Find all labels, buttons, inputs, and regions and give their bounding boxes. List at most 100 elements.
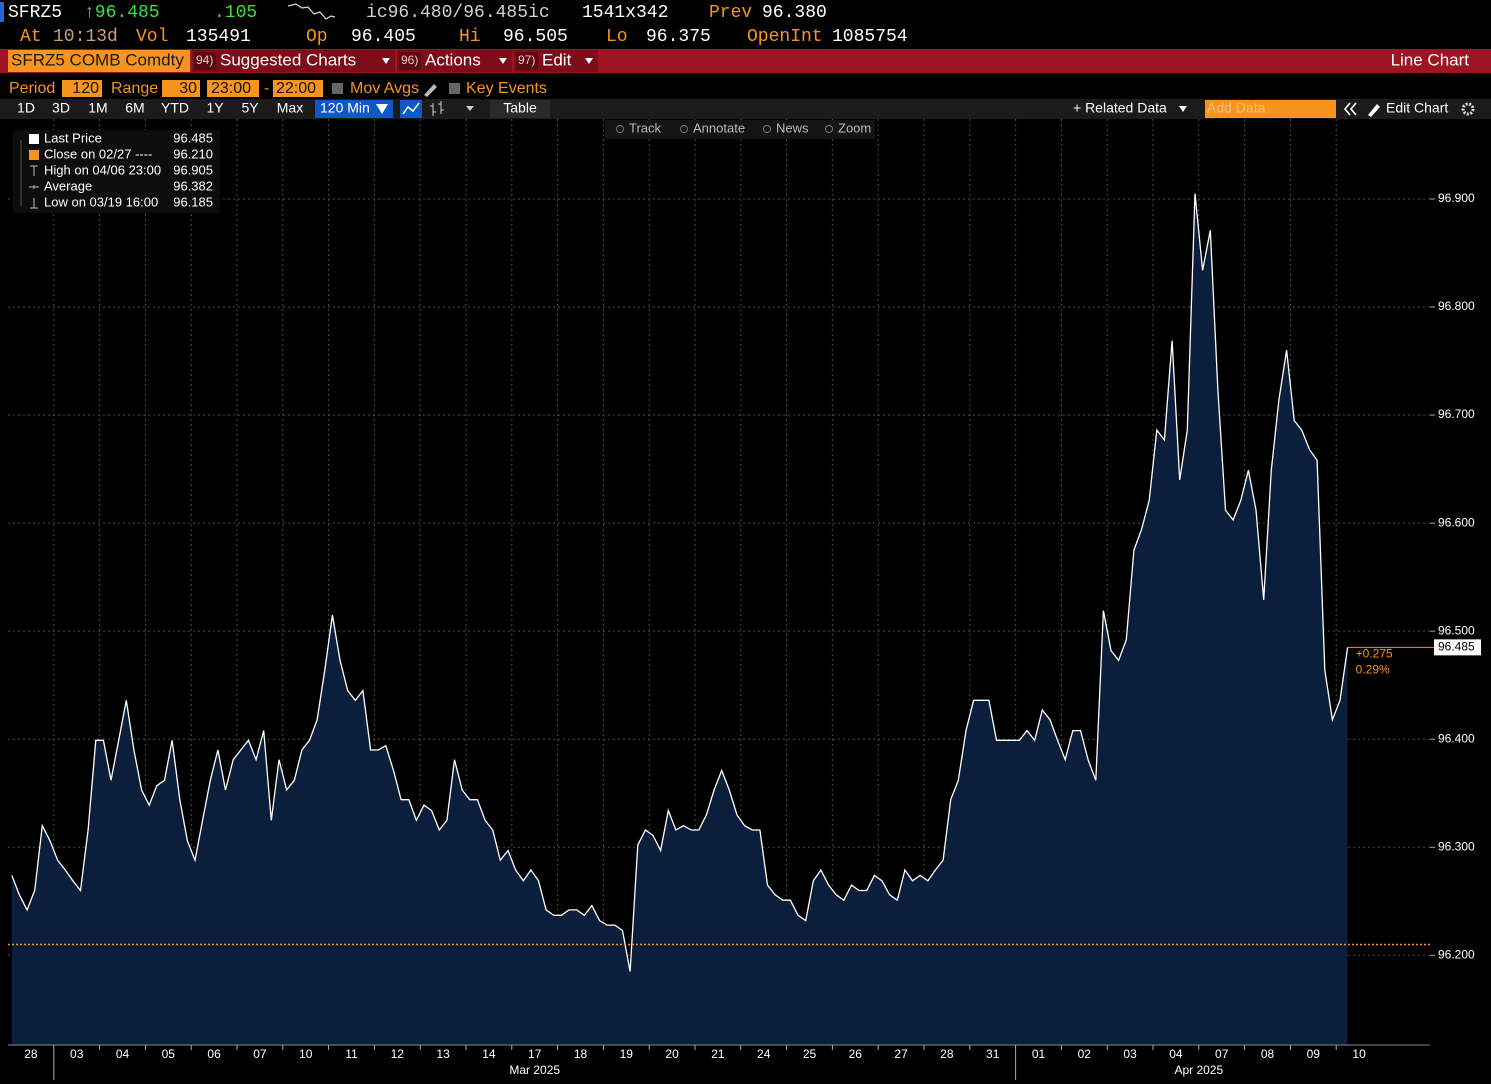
input-box[interactable]	[207, 80, 259, 97]
menu-item-bg[interactable]	[192, 50, 395, 72]
menu-num: 94)	[196, 53, 213, 67]
collapse-icon[interactable]	[1343, 102, 1357, 116]
x-tick-label: 02	[1078, 1047, 1092, 1061]
input-value[interactable]: 30	[179, 80, 197, 97]
x-tick-label: 28	[24, 1047, 38, 1061]
quote-field: 96.380	[762, 3, 827, 23]
add-data-box[interactable]	[1205, 100, 1336, 118]
table-button[interactable]	[490, 100, 550, 118]
range-button[interactable]: 1M	[88, 100, 107, 116]
x-tick-label: 06	[207, 1047, 221, 1061]
range-button[interactable]: 1Y	[206, 100, 224, 116]
legend-label: Close on 02/27 ----	[44, 146, 152, 161]
legend-value: 96.210	[173, 146, 213, 161]
range-button[interactable]: Max	[277, 100, 303, 116]
tool-icon	[680, 125, 688, 133]
edit-chart[interactable]: Edit Chart	[1386, 100, 1448, 116]
dropdown-arrow	[382, 58, 390, 64]
interval-box[interactable]	[315, 100, 393, 118]
dropdown-arrow	[376, 104, 388, 114]
quote-field: OpenInt	[747, 27, 823, 47]
chart-tool[interactable]: News	[776, 120, 809, 135]
quote-field: 1085754	[832, 27, 908, 47]
quote-field: 10:13d	[53, 27, 118, 47]
line-icon	[402, 102, 420, 115]
menu-item-bg[interactable]	[397, 50, 512, 72]
quote-field: 1541x342	[582, 3, 668, 23]
range-button[interactable]: YTD	[161, 100, 189, 116]
x-tick-label: 27	[894, 1047, 908, 1061]
x-tick-label: 04	[1169, 1047, 1183, 1061]
legend-value: 96.905	[173, 162, 213, 177]
quote-field: .105	[214, 3, 257, 23]
x-tick-label: 05	[162, 1047, 176, 1061]
menu-item[interactable]: Suggested Charts	[220, 50, 356, 69]
input-box[interactable]	[62, 80, 102, 97]
checkbox-label[interactable]: Mov Avgs	[350, 80, 419, 97]
y-tick-label: 96.300	[1438, 839, 1475, 853]
x-tick-label: 20	[665, 1047, 679, 1061]
x-tick-label: 03	[70, 1047, 84, 1061]
input-value[interactable]: 22:00	[276, 80, 316, 97]
chart-tool[interactable]: Track	[629, 120, 662, 135]
pencil-icon	[1368, 104, 1380, 117]
input-value[interactable]: 23:00	[211, 80, 251, 97]
x-tick-label: 26	[849, 1047, 863, 1061]
input-value[interactable]: 120	[72, 80, 99, 97]
separator: -	[264, 80, 269, 97]
month-label: Apr 2025	[1174, 1063, 1223, 1077]
checkbox[interactable]	[332, 83, 343, 94]
y-tick-label: 96.400	[1438, 731, 1475, 745]
add-data-input[interactable]: Add Data	[1207, 100, 1266, 116]
interval-select[interactable]: 120 Min	[320, 100, 370, 116]
related-data[interactable]: + Related Data	[1073, 100, 1167, 116]
range-button[interactable]: 5Y	[241, 100, 259, 116]
quote-field: Op	[306, 27, 328, 47]
chart-tool[interactable]: Zoom	[838, 120, 871, 135]
tool-icon	[616, 125, 624, 133]
security-field[interactable]: SFRZ5 COMB Comdty	[11, 50, 184, 69]
quote-field: At	[20, 27, 42, 47]
menu-item[interactable]: Actions	[425, 50, 481, 69]
range-button[interactable]: 6M	[125, 100, 144, 116]
month-label: Mar 2025	[509, 1063, 560, 1077]
dropdown-arrow	[1179, 106, 1187, 112]
range-button[interactable]: 1D	[17, 100, 35, 116]
x-tick-label: 04	[116, 1047, 130, 1061]
range-button[interactable]: 3D	[52, 100, 70, 116]
ticker-marker	[0, 2, 4, 22]
quote-field: 96.505	[503, 27, 568, 47]
last-price-tag	[1434, 639, 1481, 656]
x-tick-label: 17	[528, 1047, 542, 1061]
gear-icon[interactable]	[1461, 102, 1475, 116]
quote-field: 96.375	[646, 27, 711, 47]
tool-icon	[763, 125, 771, 133]
sparkline	[287, 3, 336, 20]
menu-num: 96)	[401, 53, 418, 67]
pencil-icon	[424, 84, 437, 97]
x-tick-label: 10	[1352, 1047, 1366, 1061]
change-label: +0.275	[1356, 647, 1393, 661]
quote-field: ↑96.485	[84, 3, 160, 23]
x-tick-label: 10	[299, 1047, 313, 1061]
legend-swatch	[29, 134, 39, 144]
x-tick-label: 12	[391, 1047, 405, 1061]
y-tick-label: 96.500	[1438, 623, 1475, 637]
checkbox-label[interactable]: Key Events	[466, 80, 547, 97]
x-tick-label: 31	[986, 1047, 1000, 1061]
chart-tool[interactable]: Annotate	[693, 120, 745, 135]
dropdown-arrow	[466, 106, 474, 111]
input-box[interactable]	[273, 80, 323, 97]
checkbox[interactable]	[449, 83, 460, 94]
quote-field: Prev	[709, 3, 752, 23]
x-tick-label: 18	[574, 1047, 588, 1061]
x-tick-label: 21	[711, 1047, 725, 1061]
menu-item[interactable]: Edit	[542, 50, 572, 69]
legend-value: 96.382	[173, 178, 213, 193]
x-tick-label: 28	[940, 1047, 954, 1061]
legend-icon	[29, 185, 39, 189]
quote-field: ic96.480/96.485ic	[366, 3, 550, 23]
input-box[interactable]	[162, 80, 200, 97]
table-button-label[interactable]: Table	[503, 100, 537, 116]
